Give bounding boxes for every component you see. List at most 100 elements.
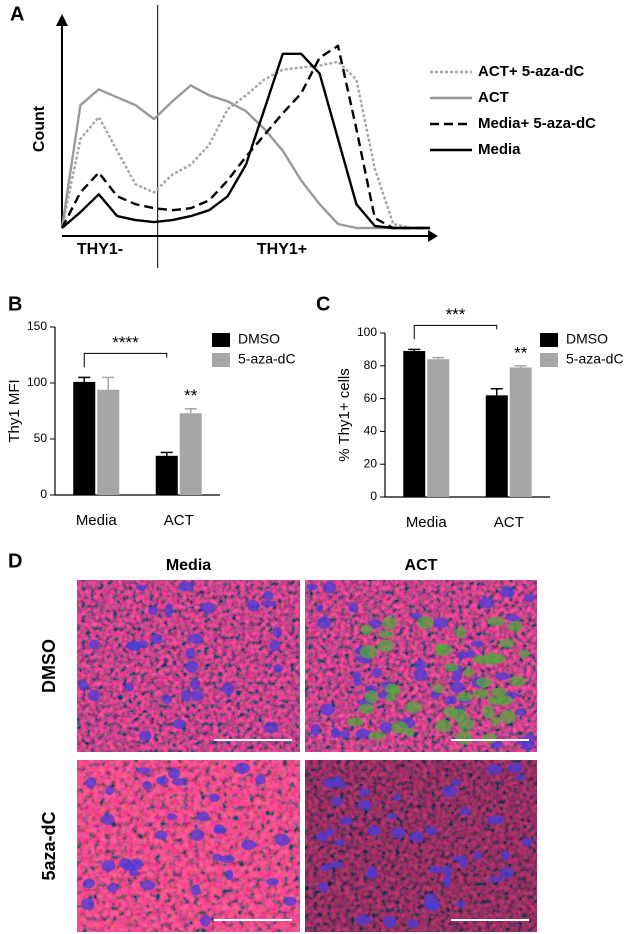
nucleus — [451, 778, 462, 786]
micrograph — [77, 580, 300, 752]
green-cell — [518, 649, 531, 658]
green-cell — [496, 694, 513, 706]
nucleus — [331, 796, 343, 807]
nucleus — [486, 764, 502, 775]
nucleus — [507, 762, 523, 773]
nucleus — [355, 728, 370, 740]
y-axis-arrow — [56, 14, 68, 26]
y-tick-label: 50 — [34, 431, 48, 445]
nucleus — [272, 627, 283, 638]
nucleus — [219, 855, 235, 863]
y-tick-label: 0 — [40, 487, 47, 501]
legend-swatch — [212, 333, 230, 347]
nucleus — [273, 664, 283, 673]
legend-label: DMSO — [238, 331, 280, 347]
nucleus — [164, 604, 174, 617]
nucleus — [260, 600, 276, 608]
nucleus — [487, 876, 502, 883]
bar — [403, 351, 426, 497]
nucleus — [316, 831, 329, 842]
nucleus — [459, 860, 468, 868]
significance-bracket — [83, 352, 168, 368]
column-header: Media — [166, 557, 211, 574]
nucleus — [128, 868, 139, 877]
micrograph-texture — [305, 760, 537, 932]
nucleus — [470, 640, 485, 648]
nucleus — [323, 778, 337, 789]
green-cell — [391, 721, 409, 734]
legend-label: 5-aza-dC — [238, 351, 296, 367]
bar — [427, 359, 450, 497]
significance-label: *** — [446, 305, 466, 324]
histogram-curve — [60, 84, 430, 230]
green-cell — [507, 621, 524, 632]
panel-label: B — [8, 293, 22, 315]
y-axis-label: Thy1 MFI — [6, 379, 23, 442]
nucleus — [136, 584, 147, 591]
significance-label: **** — [112, 333, 139, 352]
green-cell — [384, 693, 396, 703]
legend-label: ACT — [478, 89, 509, 106]
nucleus — [101, 860, 116, 872]
nucleus — [317, 616, 332, 629]
nucleus — [310, 724, 321, 736]
nucleus — [317, 881, 329, 892]
green-cell — [435, 643, 452, 657]
nucleus — [185, 660, 199, 673]
green-cell — [487, 616, 505, 627]
green-cell — [490, 716, 502, 726]
green-cell — [481, 733, 498, 744]
legend-label: 5-aza-dC — [566, 351, 624, 367]
nucleus — [452, 855, 469, 862]
y-tick-label: 100 — [357, 325, 377, 339]
nucleus — [348, 602, 359, 613]
nucleus — [178, 581, 194, 592]
nucleus — [409, 831, 424, 842]
nucleus — [411, 612, 423, 620]
micrograph-texture — [77, 760, 300, 932]
histogram-curve — [60, 44, 430, 230]
nucleus — [263, 590, 274, 601]
nucleus — [487, 815, 504, 825]
nucleus — [124, 682, 134, 692]
nucleus — [382, 915, 397, 928]
nucleus — [263, 722, 279, 733]
column-header: ACT — [405, 557, 438, 574]
green-cell — [500, 709, 517, 724]
green-cell — [384, 683, 399, 694]
nucleus — [359, 788, 371, 797]
nucleus — [379, 722, 394, 733]
nucleus — [465, 649, 476, 658]
nucleus — [255, 774, 266, 785]
nucleus — [352, 679, 362, 686]
nucleus — [501, 851, 511, 860]
nucleus — [107, 882, 119, 893]
green-cell — [455, 626, 466, 639]
nucleus — [209, 793, 220, 803]
green-cell — [434, 719, 452, 733]
nucleus — [516, 708, 526, 716]
x-tick-label: Media — [406, 514, 448, 531]
x-tick-label: ACT — [164, 512, 194, 529]
nucleus — [200, 602, 216, 614]
green-cell — [382, 616, 397, 630]
nucleus — [125, 642, 141, 650]
nucleus — [154, 830, 168, 840]
green-cell — [456, 692, 473, 702]
nucleus — [474, 851, 483, 861]
nucleus — [456, 900, 466, 908]
nucleus — [138, 730, 152, 742]
micrograph — [305, 580, 537, 752]
green-cell — [368, 731, 386, 740]
green-cell — [404, 701, 423, 713]
green-cell — [364, 690, 379, 704]
nucleus — [495, 672, 511, 680]
significance-star: ** — [184, 386, 198, 405]
nucleus — [191, 829, 205, 841]
histogram-curve — [61, 52, 430, 230]
legend-swatch — [540, 353, 558, 367]
green-cell — [358, 703, 375, 714]
legend-swatch — [540, 333, 558, 347]
nucleus — [181, 690, 192, 702]
